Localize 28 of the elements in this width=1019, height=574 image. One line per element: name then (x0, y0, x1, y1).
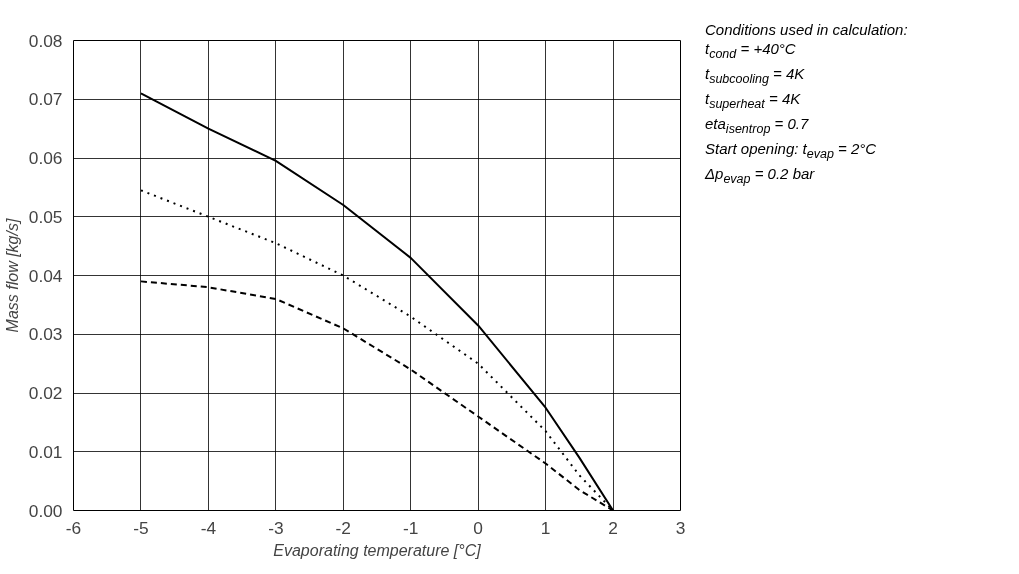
y-tick-label: 0.05 (28, 206, 63, 227)
y-tick-label: 0.04 (28, 265, 63, 286)
x-tick-label: -5 (133, 517, 149, 538)
text: Δp$_{evap}$ = 0.2 bar (705, 164, 816, 188)
text: eta$_{isentrop}$ = 0.7 (705, 114, 810, 138)
y-tick-label: 0.08 (28, 30, 63, 51)
x-tick-label: 3 (675, 517, 686, 538)
text: Conditions used in calculation: (705, 20, 908, 39)
text: t$_{cond}$ = +40°C (705, 39, 797, 63)
x-tick-label: -2 (335, 517, 351, 538)
x-axis-title: Evaporating temperature [°C] (273, 541, 482, 559)
y-tick-label: 0.06 (28, 148, 63, 168)
x-tick-label: -3 (268, 517, 284, 538)
y-tick-label: 0.01 (28, 441, 63, 462)
x-tick-label: 2 (608, 517, 618, 538)
y-tick-label: 0.07 (28, 89, 63, 110)
y-tick-label: 0.02 (28, 383, 63, 403)
text: Start opening: t$_{evap}$ = 2°C (705, 139, 878, 163)
x-tick-label: -1 (403, 517, 419, 538)
text: t$_{superheat}$ = 4K (705, 89, 802, 113)
y-tick-label: 0.00 (28, 500, 63, 521)
x-tick-label: -4 (200, 517, 217, 538)
y-tick-label: 0.03 (28, 324, 63, 345)
text: t$_{subcooling}$ = 4K (705, 64, 806, 88)
x-tick-label: 0 (473, 517, 483, 538)
x-tick-label: 1 (540, 517, 551, 538)
y-axis-title: Mass flow [kg/s] (3, 218, 21, 333)
x-tick-label: -6 (65, 517, 82, 538)
